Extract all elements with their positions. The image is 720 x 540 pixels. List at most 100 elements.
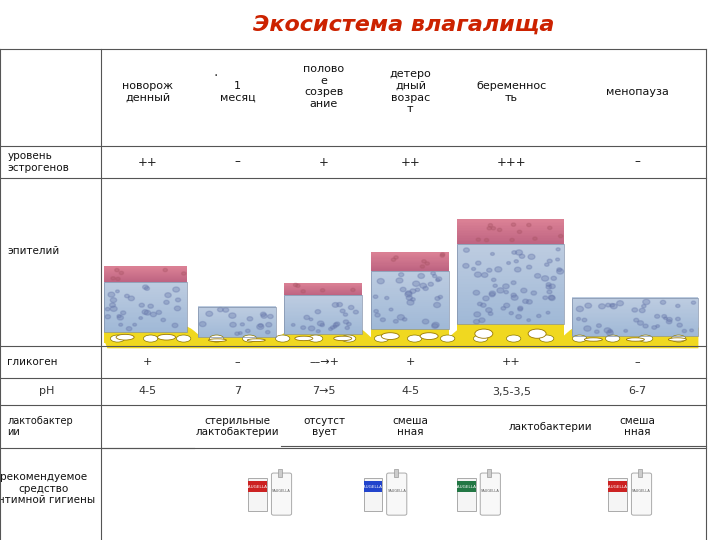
Bar	[284, 285, 362, 286]
Bar	[457, 219, 564, 221]
Circle shape	[400, 287, 406, 292]
Bar	[457, 284, 564, 287]
Bar	[284, 323, 362, 325]
Bar	[284, 322, 362, 323]
Bar	[572, 328, 698, 330]
Ellipse shape	[341, 335, 356, 342]
Bar	[104, 326, 187, 328]
Bar	[284, 296, 362, 298]
Circle shape	[440, 254, 444, 257]
Circle shape	[541, 276, 549, 281]
Bar	[457, 289, 564, 293]
Circle shape	[294, 284, 298, 287]
Bar	[198, 318, 276, 319]
Circle shape	[666, 320, 672, 324]
Bar	[284, 286, 362, 287]
Circle shape	[551, 276, 557, 280]
Circle shape	[374, 309, 378, 313]
Bar	[457, 242, 564, 245]
Circle shape	[536, 314, 541, 318]
Bar	[198, 329, 276, 330]
Circle shape	[497, 288, 504, 293]
Circle shape	[474, 312, 481, 317]
Circle shape	[559, 234, 563, 238]
FancyBboxPatch shape	[631, 473, 652, 515]
Circle shape	[490, 291, 495, 296]
Bar	[284, 287, 362, 289]
Circle shape	[463, 264, 469, 268]
Bar	[371, 329, 449, 343]
Bar	[371, 294, 449, 296]
Circle shape	[546, 285, 552, 289]
Bar	[284, 310, 362, 312]
Bar	[457, 244, 564, 247]
Circle shape	[110, 306, 117, 312]
Bar	[457, 279, 564, 282]
Circle shape	[498, 228, 502, 232]
Text: беременнос
ть: беременнос ть	[476, 81, 546, 103]
Circle shape	[343, 320, 348, 324]
Bar	[572, 315, 698, 317]
Bar	[608, 478, 627, 511]
FancyBboxPatch shape	[480, 473, 500, 515]
Circle shape	[308, 326, 315, 331]
Circle shape	[377, 279, 384, 284]
Text: отсутст
вует: отсутст вует	[303, 416, 345, 437]
Bar	[457, 478, 476, 511]
Ellipse shape	[475, 329, 493, 338]
Circle shape	[261, 314, 267, 318]
Bar	[371, 259, 449, 261]
Text: 3,5-3,5: 3,5-3,5	[492, 387, 531, 396]
Circle shape	[304, 315, 310, 320]
Circle shape	[431, 272, 436, 275]
Circle shape	[492, 278, 496, 281]
Text: ++: ++	[138, 156, 158, 168]
Circle shape	[423, 319, 429, 324]
Bar	[371, 301, 449, 304]
Circle shape	[433, 302, 441, 308]
Bar	[198, 334, 276, 335]
Bar	[104, 290, 187, 292]
Bar	[104, 295, 187, 297]
Circle shape	[556, 258, 559, 261]
Bar	[198, 321, 276, 323]
Bar	[104, 282, 187, 332]
Bar	[198, 325, 276, 326]
Bar	[104, 293, 187, 295]
Text: ·: ·	[214, 69, 218, 83]
Circle shape	[479, 318, 485, 322]
Text: 7: 7	[234, 387, 241, 396]
Circle shape	[488, 312, 493, 315]
Circle shape	[173, 287, 179, 292]
Bar	[371, 321, 449, 323]
Circle shape	[328, 327, 333, 330]
Bar	[371, 303, 449, 306]
Bar	[104, 323, 187, 325]
Bar	[371, 307, 449, 310]
Ellipse shape	[382, 333, 399, 340]
Circle shape	[557, 269, 564, 274]
Circle shape	[109, 303, 115, 307]
Circle shape	[144, 310, 150, 315]
Circle shape	[639, 308, 645, 313]
Bar	[572, 307, 698, 309]
Bar	[371, 292, 449, 294]
Circle shape	[428, 282, 433, 286]
Bar	[457, 234, 564, 237]
Ellipse shape	[671, 335, 685, 342]
Circle shape	[405, 292, 412, 297]
Bar	[104, 306, 187, 308]
Bar	[284, 293, 362, 294]
Circle shape	[354, 310, 359, 314]
Circle shape	[348, 306, 354, 309]
Bar	[284, 289, 362, 291]
Circle shape	[150, 312, 156, 317]
Circle shape	[384, 296, 389, 300]
Bar	[198, 308, 276, 310]
Bar	[198, 323, 276, 325]
Bar	[104, 316, 187, 319]
Bar	[371, 256, 449, 259]
Bar	[104, 273, 187, 274]
Circle shape	[547, 290, 552, 294]
Circle shape	[485, 239, 489, 242]
